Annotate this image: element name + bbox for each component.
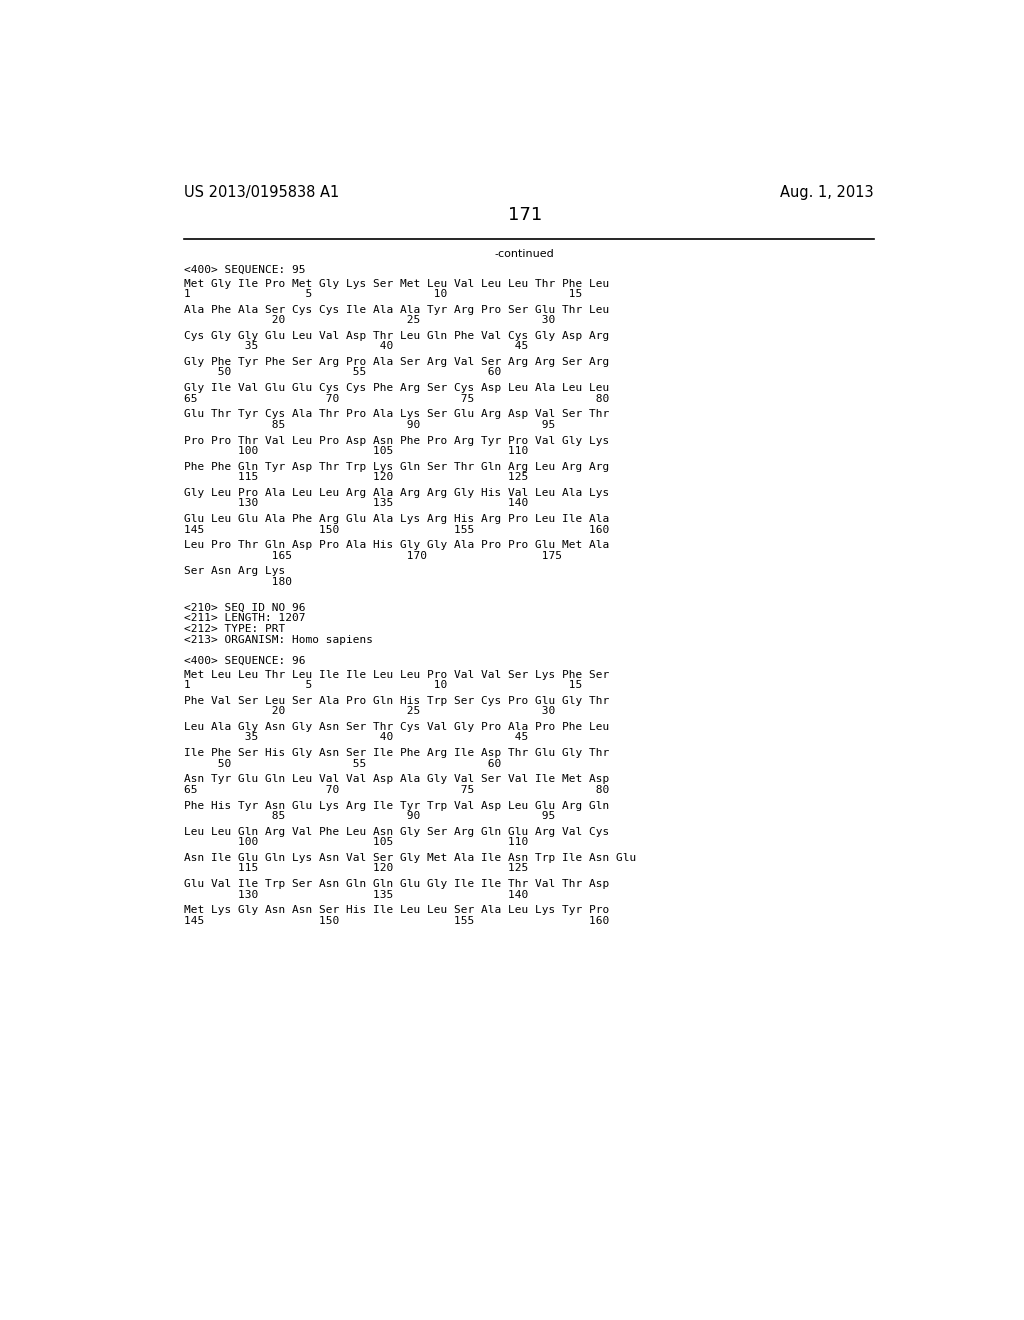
Text: 130                 135                 140: 130 135 140 [183, 890, 528, 899]
Text: <210> SEQ ID NO 96: <210> SEQ ID NO 96 [183, 603, 305, 612]
Text: <400> SEQUENCE: 95: <400> SEQUENCE: 95 [183, 264, 305, 275]
Text: Met Leu Leu Thr Leu Ile Ile Leu Leu Pro Val Val Ser Lys Phe Ser: Met Leu Leu Thr Leu Ile Ile Leu Leu Pro … [183, 669, 609, 680]
Text: Glu Leu Glu Ala Phe Arg Glu Ala Lys Arg His Arg Pro Leu Ile Ala: Glu Leu Glu Ala Phe Arg Glu Ala Lys Arg … [183, 515, 609, 524]
Text: 171: 171 [508, 206, 542, 224]
Text: 130                 135                 140: 130 135 140 [183, 499, 528, 508]
Text: 145                 150                 155                 160: 145 150 155 160 [183, 524, 609, 535]
Text: Phe Phe Gln Tyr Asp Thr Trp Lys Gln Ser Thr Gln Arg Leu Arg Arg: Phe Phe Gln Tyr Asp Thr Trp Lys Gln Ser … [183, 462, 609, 471]
Text: Ala Phe Ala Ser Cys Cys Ile Ala Ala Tyr Arg Pro Ser Glu Thr Leu: Ala Phe Ala Ser Cys Cys Ile Ala Ala Tyr … [183, 305, 609, 314]
Text: 35                  40                  45: 35 40 45 [183, 342, 528, 351]
Text: 85                  90                  95: 85 90 95 [183, 810, 555, 821]
Text: Gly Leu Pro Ala Leu Leu Arg Ala Arg Arg Gly His Val Leu Ala Lys: Gly Leu Pro Ala Leu Leu Arg Ala Arg Arg … [183, 488, 609, 498]
Text: -continued: -continued [495, 249, 555, 259]
Text: Leu Pro Thr Gln Asp Pro Ala His Gly Gly Ala Pro Pro Glu Met Ala: Leu Pro Thr Gln Asp Pro Ala His Gly Gly … [183, 540, 609, 550]
Text: <400> SEQUENCE: 96: <400> SEQUENCE: 96 [183, 656, 305, 665]
Text: <211> LENGTH: 1207: <211> LENGTH: 1207 [183, 614, 305, 623]
Text: Ser Asn Arg Lys: Ser Asn Arg Lys [183, 566, 285, 577]
Text: Met Gly Ile Pro Met Gly Lys Ser Met Leu Val Leu Leu Thr Phe Leu: Met Gly Ile Pro Met Gly Lys Ser Met Leu … [183, 279, 609, 289]
Text: Glu Thr Tyr Cys Ala Thr Pro Ala Lys Ser Glu Arg Asp Val Ser Thr: Glu Thr Tyr Cys Ala Thr Pro Ala Lys Ser … [183, 409, 609, 420]
Text: 1                 5                  10                  15: 1 5 10 15 [183, 680, 582, 690]
Text: Leu Ala Gly Asn Gly Asn Ser Thr Cys Val Gly Pro Ala Pro Phe Leu: Leu Ala Gly Asn Gly Asn Ser Thr Cys Val … [183, 722, 609, 733]
Text: Met Lys Gly Asn Asn Ser His Ile Leu Leu Ser Ala Leu Lys Tyr Pro: Met Lys Gly Asn Asn Ser His Ile Leu Leu … [183, 906, 609, 915]
Text: Gly Ile Val Glu Glu Cys Cys Phe Arg Ser Cys Asp Leu Ala Leu Leu: Gly Ile Val Glu Glu Cys Cys Phe Arg Ser … [183, 383, 609, 393]
Text: <213> ORGANISM: Homo sapiens: <213> ORGANISM: Homo sapiens [183, 635, 373, 645]
Text: Gly Phe Tyr Phe Ser Arg Pro Ala Ser Arg Val Ser Arg Arg Ser Arg: Gly Phe Tyr Phe Ser Arg Pro Ala Ser Arg … [183, 358, 609, 367]
Text: 50                  55                  60: 50 55 60 [183, 367, 501, 378]
Text: Pro Pro Thr Val Leu Pro Asp Asn Phe Pro Arg Tyr Pro Val Gly Lys: Pro Pro Thr Val Leu Pro Asp Asn Phe Pro … [183, 436, 609, 446]
Text: <212> TYPE: PRT: <212> TYPE: PRT [183, 624, 285, 634]
Text: 100                 105                 110: 100 105 110 [183, 837, 528, 847]
Text: Asn Tyr Glu Gln Leu Val Val Asp Ala Gly Val Ser Val Ile Met Asp: Asn Tyr Glu Gln Leu Val Val Asp Ala Gly … [183, 775, 609, 784]
Text: 100                 105                 110: 100 105 110 [183, 446, 528, 455]
Text: 50                  55                  60: 50 55 60 [183, 759, 501, 768]
Text: 65                   70                  75                  80: 65 70 75 80 [183, 393, 609, 404]
Text: 115                 120                 125: 115 120 125 [183, 473, 528, 482]
Text: 180: 180 [183, 577, 292, 587]
Text: 65                   70                  75                  80: 65 70 75 80 [183, 785, 609, 795]
Text: 85                  90                  95: 85 90 95 [183, 420, 555, 430]
Text: Asn Ile Glu Gln Lys Asn Val Ser Gly Met Ala Ile Asn Trp Ile Asn Glu: Asn Ile Glu Gln Lys Asn Val Ser Gly Met … [183, 853, 636, 863]
Text: 165                 170                 175: 165 170 175 [183, 550, 562, 561]
Text: Leu Leu Gln Arg Val Phe Leu Asn Gly Ser Arg Gln Glu Arg Val Cys: Leu Leu Gln Arg Val Phe Leu Asn Gly Ser … [183, 826, 609, 837]
Text: Glu Val Ile Trp Ser Asn Gln Gln Glu Gly Ile Ile Thr Val Thr Asp: Glu Val Ile Trp Ser Asn Gln Gln Glu Gly … [183, 879, 609, 890]
Text: Phe His Tyr Asn Glu Lys Arg Ile Tyr Trp Val Asp Leu Glu Arg Gln: Phe His Tyr Asn Glu Lys Arg Ile Tyr Trp … [183, 800, 609, 810]
Text: Phe Val Ser Leu Ser Ala Pro Gln His Trp Ser Cys Pro Glu Gly Thr: Phe Val Ser Leu Ser Ala Pro Gln His Trp … [183, 696, 609, 706]
Text: 20                  25                  30: 20 25 30 [183, 706, 555, 717]
Text: 35                  40                  45: 35 40 45 [183, 733, 528, 742]
Text: Cys Gly Gly Glu Leu Val Asp Thr Leu Gln Phe Val Cys Gly Asp Arg: Cys Gly Gly Glu Leu Val Asp Thr Leu Gln … [183, 331, 609, 341]
Text: US 2013/0195838 A1: US 2013/0195838 A1 [183, 185, 339, 201]
Text: 115                 120                 125: 115 120 125 [183, 863, 528, 874]
Text: 1                 5                  10                  15: 1 5 10 15 [183, 289, 582, 298]
Text: 145                 150                 155                 160: 145 150 155 160 [183, 916, 609, 925]
Text: 20                  25                  30: 20 25 30 [183, 315, 555, 325]
Text: Ile Phe Ser His Gly Asn Ser Ile Phe Arg Ile Asp Thr Glu Gly Thr: Ile Phe Ser His Gly Asn Ser Ile Phe Arg … [183, 748, 609, 758]
Text: Aug. 1, 2013: Aug. 1, 2013 [780, 185, 873, 201]
